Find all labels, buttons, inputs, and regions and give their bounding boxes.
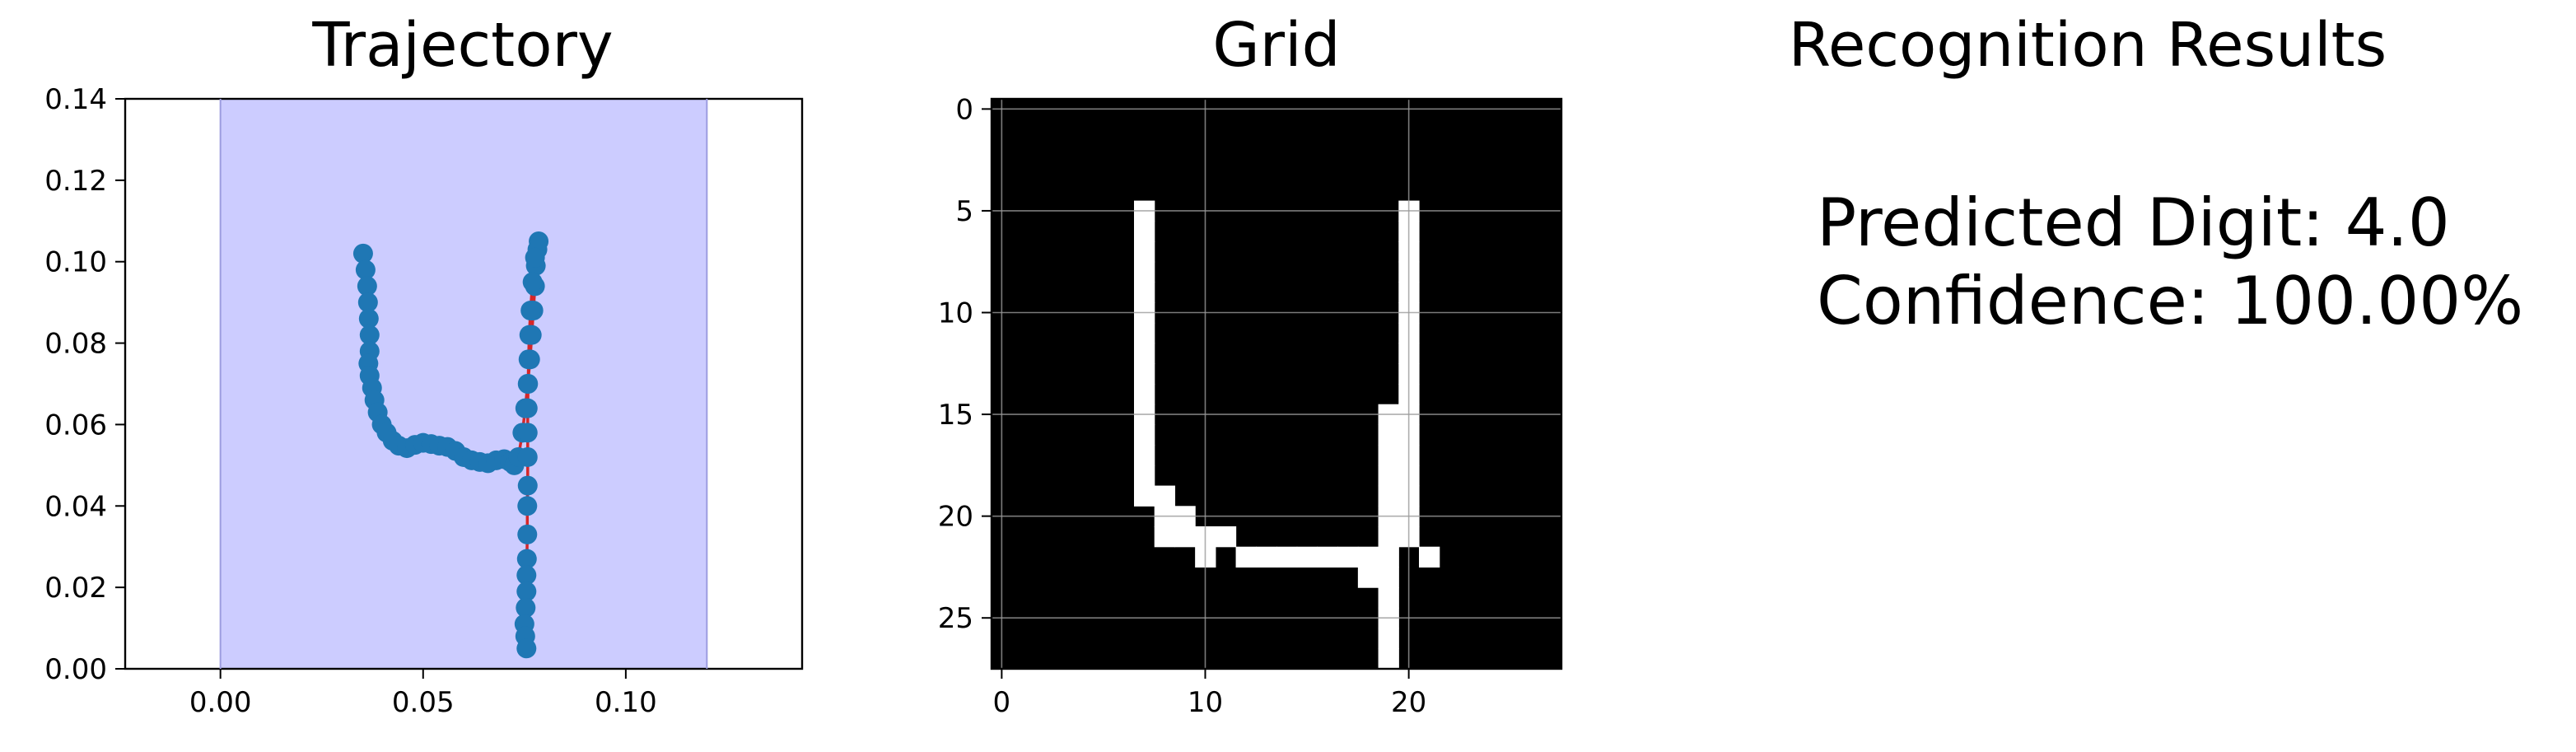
grid-cell-on bbox=[1134, 343, 1155, 364]
trajectory-point bbox=[517, 398, 538, 418]
grid-cell-on bbox=[1154, 526, 1176, 548]
trajectory-point bbox=[352, 243, 373, 264]
trajectory-point bbox=[518, 349, 539, 370]
grid-cell-on bbox=[1134, 465, 1155, 487]
y-tick-label: 20 bbox=[938, 501, 973, 534]
trajectory-point bbox=[520, 301, 541, 321]
x-tick-label: 0.00 bbox=[189, 686, 252, 719]
grid-cell-on bbox=[1378, 648, 1399, 670]
y-tick-label: 0 bbox=[955, 93, 973, 126]
y-tick-label: 0.00 bbox=[44, 653, 107, 686]
grid-cell-on bbox=[1357, 546, 1379, 568]
y-tick-label: 10 bbox=[938, 297, 973, 330]
grid-cell-on bbox=[1235, 546, 1257, 568]
trajectory-points bbox=[352, 231, 549, 659]
trajectory-point bbox=[519, 325, 539, 345]
y-tick-label: 15 bbox=[938, 399, 973, 432]
x-tick-label: 0 bbox=[993, 686, 1011, 719]
grid-cell-on bbox=[1357, 567, 1379, 588]
trajectory-point bbox=[517, 423, 538, 443]
grid-cell-on bbox=[1134, 221, 1155, 242]
x-tick-label: 10 bbox=[1188, 686, 1223, 719]
y-tick-label: 25 bbox=[938, 602, 973, 635]
results-title: Recognition Results bbox=[1789, 10, 2387, 81]
grid-cell-on bbox=[1378, 587, 1399, 609]
grid-panel: Grid 0 5 10 15 20 25 0 10 20 bbox=[938, 10, 1563, 719]
y-tick-label: 0.10 bbox=[44, 246, 107, 279]
grid-cell-on bbox=[1378, 465, 1399, 487]
trajectory-point bbox=[517, 475, 538, 496]
grid-cell-on bbox=[1134, 241, 1155, 263]
trajectory-point bbox=[516, 582, 537, 602]
grid-cell-on bbox=[1134, 322, 1155, 344]
trajectory-point bbox=[516, 565, 537, 586]
x-tick-label: 0.10 bbox=[595, 686, 657, 719]
grid-cell-on bbox=[1337, 546, 1359, 568]
grid-x-ticks: 0 10 20 bbox=[993, 669, 1426, 719]
grid-cell-on bbox=[1256, 546, 1277, 568]
y-tick-label: 0.04 bbox=[44, 490, 107, 523]
grid-axes-frame bbox=[990, 97, 1563, 670]
confidence-text: Confidence: 100.00% bbox=[1817, 263, 2523, 339]
trajectory-point bbox=[518, 374, 539, 394]
grid-cell-on bbox=[1134, 445, 1155, 466]
trajectory-point bbox=[516, 597, 536, 618]
results-panel: Recognition Results Predicted Digit: 4.0… bbox=[1789, 10, 2523, 339]
grid-cell-on bbox=[1378, 526, 1399, 548]
trajectory-point bbox=[517, 496, 538, 516]
grid-gridlines bbox=[992, 99, 1561, 669]
trajectory-point bbox=[357, 276, 377, 297]
trajectory-point bbox=[517, 446, 538, 467]
grid-cell-on bbox=[1215, 526, 1237, 548]
trajectory-x-ticks: 0.00 0.05 0.10 bbox=[189, 669, 657, 719]
y-tick-label: 5 bbox=[955, 195, 973, 228]
trajectory-panel: Trajectory 0.000.020.040.060.080.100.120… bbox=[44, 10, 804, 719]
grid-cell-on bbox=[1174, 526, 1196, 548]
trajectory-point bbox=[522, 272, 543, 292]
trajectory-point bbox=[517, 524, 538, 544]
y-tick-label: 0.02 bbox=[44, 572, 107, 605]
grid-cell-on bbox=[1378, 424, 1399, 446]
grid-cell-on bbox=[1276, 546, 1298, 568]
grid-y-ticks: 0 5 10 15 20 25 bbox=[938, 93, 992, 635]
trajectory-y-ticks: 0.00 0.02 0.04 0.06 0.08 0.10 0.12 0.14 bbox=[44, 83, 125, 686]
trajectory-point bbox=[358, 308, 379, 329]
grid-cell-on bbox=[1378, 628, 1399, 649]
grid-cell-on bbox=[1378, 445, 1399, 466]
y-tick-label: 0.12 bbox=[44, 165, 107, 198]
y-tick-label: 0.08 bbox=[44, 328, 107, 361]
trajectory-title: Trajectory bbox=[311, 10, 613, 81]
trajectory-point bbox=[359, 325, 380, 345]
grid-cell-on bbox=[1317, 546, 1338, 568]
trajectory-point bbox=[357, 292, 378, 313]
grid-cell-on bbox=[1134, 282, 1155, 303]
trajectory-point bbox=[525, 247, 545, 268]
grid-cell-on bbox=[1134, 384, 1155, 405]
y-tick-label: 0.14 bbox=[44, 83, 107, 116]
grid-cell-on bbox=[1134, 424, 1155, 446]
grid-cell-on bbox=[1378, 546, 1399, 568]
grid-cell-on bbox=[1134, 485, 1155, 507]
predicted-digit-text: Predicted Digit: 4.0 bbox=[1817, 184, 2450, 261]
grid-cell-on bbox=[1296, 546, 1318, 568]
trajectory-point bbox=[516, 549, 537, 569]
grid-cell-on bbox=[1134, 363, 1155, 385]
trajectory-point bbox=[355, 259, 376, 280]
grid-cell-on bbox=[1154, 485, 1176, 507]
grid-cell-on bbox=[1378, 485, 1399, 507]
trajectory-point bbox=[516, 638, 537, 659]
grid-title: Grid bbox=[1212, 10, 1340, 81]
y-tick-label: 0.06 bbox=[44, 409, 107, 441]
x-tick-label: 20 bbox=[1391, 686, 1426, 719]
grid-cell-on bbox=[1378, 567, 1399, 588]
x-tick-label: 0.05 bbox=[392, 686, 455, 719]
trajectory-shaded-span bbox=[220, 99, 707, 669]
grid-cell-on bbox=[1419, 546, 1440, 568]
grid-cell-on bbox=[1134, 261, 1155, 283]
trajectory-point bbox=[529, 231, 549, 251]
trajectory-axes-frame bbox=[124, 97, 804, 670]
grid-image-background bbox=[992, 99, 1561, 669]
